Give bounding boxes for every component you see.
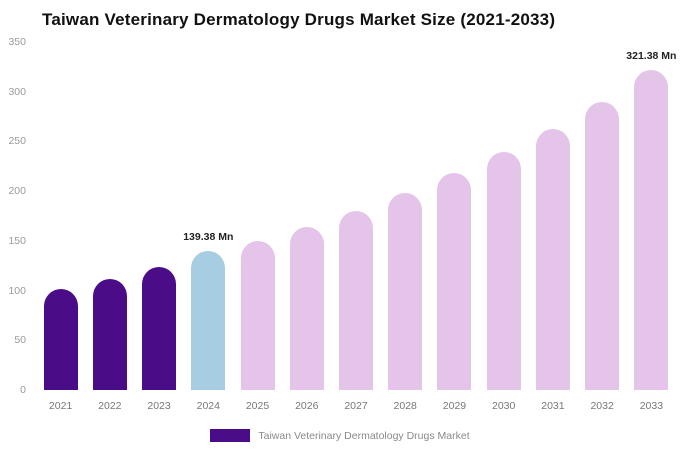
x-axis-tick-label: 2033 (639, 400, 664, 412)
bar-2030[interactable] (486, 152, 521, 390)
x-axis-tick-label: 2031 (541, 400, 565, 412)
legend-label: Taiwan Veterinary Dermatology Drugs Mark… (258, 429, 470, 442)
bar-value-label-2024: 139.38 Mn (183, 231, 234, 244)
bar-2033[interactable] (634, 70, 669, 390)
bar-2029[interactable] (437, 173, 472, 390)
x-axis-tick-label: 2032 (590, 400, 614, 412)
x-axis-tick-label: 2023 (147, 400, 171, 412)
bar-2026[interactable] (289, 226, 324, 390)
x-axis-tick-label: 2030 (492, 400, 516, 412)
y-axis-tick-label: 0 (20, 384, 26, 396)
bar-2031[interactable] (535, 129, 570, 390)
y-axis-tick-label: 100 (8, 284, 26, 297)
bar-2028[interactable] (388, 193, 423, 390)
x-axis-tick-label: 2021 (48, 400, 73, 412)
bar-2027[interactable] (339, 211, 373, 390)
x-axis-tick-label: 2027 (344, 400, 368, 412)
bar-value-label-2033: 321.38 Mn (626, 50, 677, 63)
y-axis-tick-label: 200 (8, 185, 26, 198)
x-axis-tick-label: 2022 (98, 400, 122, 412)
x-axis-tick-label: 2029 (442, 400, 467, 412)
legend: Taiwan Veterinary Dermatology Drugs Mark… (0, 429, 680, 442)
y-axis-tick-label: 50 (14, 334, 26, 347)
x-axis-tick-label: 2024 (196, 400, 220, 412)
bar-2022[interactable] (92, 278, 127, 390)
bar-2032[interactable] (585, 101, 620, 390)
bar-2021[interactable] (43, 288, 78, 390)
legend-swatch (210, 429, 251, 442)
bar-2023[interactable] (142, 266, 177, 390)
bar-2025[interactable] (240, 240, 275, 390)
y-axis-tick-label: 350 (8, 36, 26, 48)
x-axis-tick-label: 2026 (295, 400, 319, 412)
x-axis-tick-label: 2028 (393, 400, 417, 412)
x-axis-tick-label: 2025 (245, 400, 270, 412)
chart-title: Taiwan Veterinary Dermatology Drugs Mark… (42, 10, 556, 29)
y-axis-tick-label: 300 (8, 85, 26, 98)
bar-2024[interactable] (191, 251, 226, 390)
y-axis-tick-label: 150 (8, 234, 26, 247)
y-axis-tick-label: 250 (8, 135, 26, 148)
